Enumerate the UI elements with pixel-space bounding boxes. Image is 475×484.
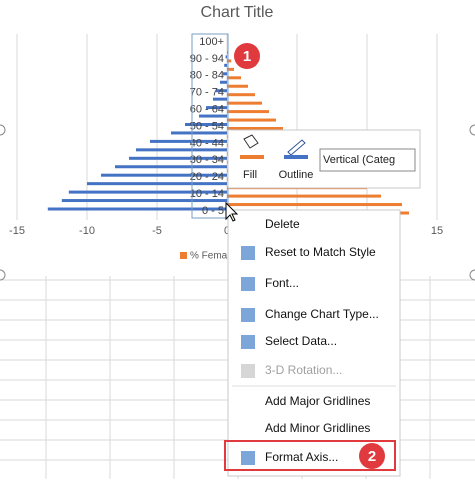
x-tick-label: -5 <box>152 225 162 237</box>
menu-item[interactable]: Add Major Gridlines <box>265 394 370 408</box>
handle <box>469 269 475 281</box>
legend-label: % Female <box>190 251 235 262</box>
context-menu <box>227 209 401 477</box>
y-tick-label: 100+ <box>199 36 224 48</box>
bar <box>115 165 227 169</box>
y-tick-label: 40 - 44 <box>190 137 224 149</box>
bar <box>227 101 262 105</box>
bar <box>213 97 227 101</box>
bar <box>206 106 227 110</box>
bar <box>87 182 227 186</box>
fill-icon[interactable] <box>243 134 259 149</box>
y-tick-label: 20 - 24 <box>190 171 224 183</box>
menu-items: Delete Reset to Match Style Font... Change … <box>241 217 379 465</box>
menu-item[interactable]: Reset to Match Style <box>265 245 376 259</box>
menu-item: 3-D Rotation... <box>265 363 342 377</box>
badge <box>359 443 385 469</box>
handle <box>0 124 6 136</box>
bar <box>227 118 276 122</box>
x-tick-label: 15 <box>431 225 443 237</box>
x-tick-label: -10 <box>79 225 95 237</box>
bar <box>227 110 269 114</box>
bar <box>185 123 227 126</box>
highlight-box <box>224 440 396 471</box>
bar <box>222 72 227 76</box>
chart-title: Chart Title <box>201 4 274 21</box>
y-tick-label: 90 - 94 <box>190 53 224 65</box>
badge-text: 1 <box>243 48 251 65</box>
bar <box>101 173 227 177</box>
bar <box>227 59 232 63</box>
y-tick-label: 10 - 14 <box>190 188 224 200</box>
outline-color <box>284 155 308 159</box>
bar <box>224 63 227 67</box>
outline-icon[interactable] <box>287 139 306 156</box>
bar <box>129 156 227 160</box>
bar <box>225 55 227 59</box>
legend-swatch <box>180 252 187 259</box>
y-tick-label: 50 - 54 <box>190 120 224 132</box>
cursor <box>225 201 239 222</box>
fill-color <box>240 155 264 159</box>
y-tick-label: 30 - 34 <box>190 154 224 166</box>
menu-item[interactable]: Delete <box>265 217 300 231</box>
menu-icon <box>241 364 255 378</box>
menu-icon <box>241 451 255 465</box>
bar <box>171 131 227 135</box>
badge <box>234 43 260 69</box>
bar <box>227 203 402 207</box>
menu-item[interactable]: Font... <box>265 276 299 290</box>
bar <box>227 67 234 71</box>
bar <box>136 148 227 152</box>
axis-selection <box>191 33 229 219</box>
y-tick-label: 70 - 74 <box>190 87 224 99</box>
handle <box>0 269 6 281</box>
y-tick-label: 80 - 84 <box>190 70 224 82</box>
menu-item[interactable]: Change Chart Type... <box>265 307 379 321</box>
fill-button[interactable]: Fill <box>243 169 257 181</box>
menu-item[interactable]: Add Minor Gridlines <box>265 421 370 435</box>
bar <box>61 199 227 203</box>
dropdown-text[interactable]: Vertical (Categ <box>323 154 395 166</box>
menu-icon <box>241 277 255 291</box>
y-tick-label: 60 - 64 <box>190 104 224 116</box>
menu-icon <box>241 335 255 349</box>
menu-icon <box>241 308 255 322</box>
bar <box>47 207 227 211</box>
menu-icon <box>241 246 255 260</box>
x-tick-label: 0 <box>224 225 230 237</box>
menu-item[interactable]: Select Data... <box>265 334 337 348</box>
bar <box>215 89 227 93</box>
bar <box>227 93 255 97</box>
bar <box>227 127 283 130</box>
x-tick-label: -15 <box>9 225 25 237</box>
bar <box>150 139 227 143</box>
dropdown[interactable] <box>319 148 416 172</box>
bar <box>227 194 381 198</box>
bar <box>227 84 248 88</box>
bar <box>68 190 227 194</box>
badge-text: 2 <box>368 448 376 465</box>
bar <box>199 114 227 118</box>
bar <box>220 80 227 84</box>
menu-item[interactable]: Format Axis... <box>265 450 338 464</box>
y-tick-label: 0 - 5 <box>202 205 224 217</box>
outline-button[interactable]: Outline <box>279 169 314 181</box>
handle <box>469 124 475 136</box>
bar <box>227 76 241 80</box>
